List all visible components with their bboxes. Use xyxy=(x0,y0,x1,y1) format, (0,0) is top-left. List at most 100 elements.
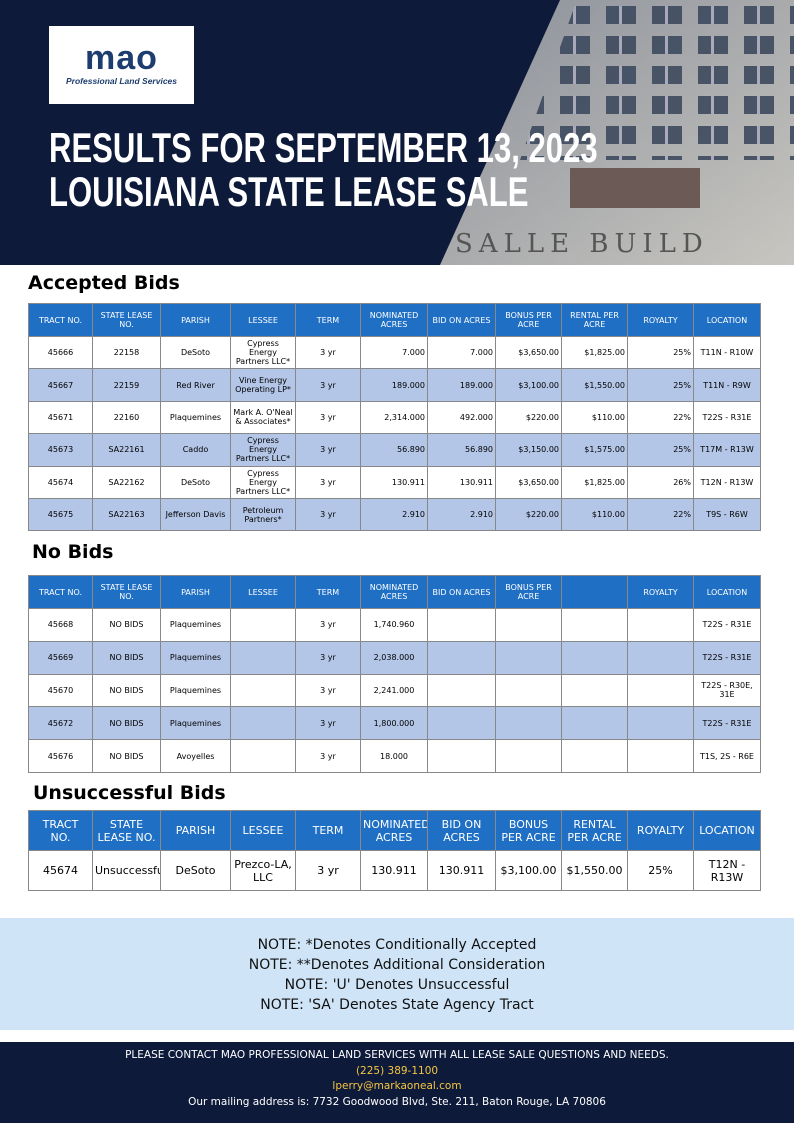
row: 45671 22160 Plaquemines Mark A. O'Neal & As… xyxy=(28,400,761,435)
column-header: TERM xyxy=(295,303,361,337)
cell: 7.000 xyxy=(427,335,496,370)
cell: Plaquemines xyxy=(160,640,231,675)
cell: 3 yr xyxy=(295,739,361,773)
title: RESULTS FOR SEPTEMBER 13, 2023 xyxy=(49,124,598,171)
section-heading: Accepted Bids xyxy=(28,272,180,294)
cell: 18.000 xyxy=(360,739,428,773)
cell: 130.911 xyxy=(427,465,496,499)
cell: 45671 xyxy=(28,400,93,435)
cell: $220.00 xyxy=(495,497,562,532)
cell: 3 yr xyxy=(295,400,361,435)
cell: Avoyelles xyxy=(160,739,231,773)
column-header: ROYALTY xyxy=(627,575,694,609)
logo-name: mao xyxy=(85,39,158,77)
unsuccessful-table: TRACT NO. STATE LEASE NO. PARISH LESSEE TERM… xyxy=(28,810,761,891)
cell: 2,241.000 xyxy=(360,673,428,708)
column-header xyxy=(561,575,628,609)
cell: DeSoto xyxy=(160,850,231,891)
cell: 22160 xyxy=(92,400,161,435)
cell: NO BIDS xyxy=(92,739,161,773)
cell: 45670 xyxy=(28,673,93,708)
cell: $1,825.00 xyxy=(561,335,628,370)
accepted-table: TRACT NO. STATE LEASE NO. PARISH LESSEE TERM… xyxy=(28,303,761,532)
cell: 189.000 xyxy=(427,368,496,402)
column-header: TRACT NO. xyxy=(28,303,93,337)
title: LOUISIANA STATE LEASE SALE xyxy=(49,168,529,215)
column-header: BONUS PER ACRE xyxy=(495,303,562,337)
cell: Cypress Energy Partners LLC* xyxy=(230,465,296,499)
row: 45668 NO BIDS Plaquemines 3 yr 1,740.960 T22S… xyxy=(28,608,761,642)
cell: 3 yr xyxy=(295,433,361,467)
cell: SA22163 xyxy=(92,497,161,532)
cell xyxy=(427,706,496,741)
cell: $220.00 xyxy=(495,400,562,435)
building-inscription: SALLE BUILD xyxy=(455,229,709,259)
address: Our mailing address is: 7732 Goodwood Bl… xyxy=(188,1095,606,1108)
logo-tagline: Professional Land Services xyxy=(65,76,178,86)
phone: (225) 389-1100 xyxy=(355,1064,439,1077)
cell: NO BIDS xyxy=(92,608,161,642)
column-header: PARISH xyxy=(160,303,231,337)
column-header: STATE LEASE NO. xyxy=(92,303,161,337)
cell: 45676 xyxy=(28,739,93,773)
row: 45669 NO BIDS Plaquemines 3 yr 2,038.000 T22S… xyxy=(28,640,761,675)
cell xyxy=(495,608,562,642)
cell xyxy=(495,739,562,773)
cell: 25% xyxy=(627,368,694,402)
notes: NOTE: *Denotes Conditionally Accepted NOT… xyxy=(0,918,794,1030)
cell: 26% xyxy=(627,465,694,499)
no-bids-table: TRACT NO. STATE LEASE NO. PARISH LESSEE TERM… xyxy=(28,575,761,773)
cell: Vine Energy Operating LP* xyxy=(230,368,296,402)
column-header: RENTAL PER ACRE xyxy=(561,810,628,851)
cell: Unsuccessful xyxy=(92,850,161,891)
cell: 130.911 xyxy=(360,465,428,499)
cell: T12N - R13W xyxy=(693,465,761,499)
cell: 7.000 xyxy=(360,335,428,370)
row: 45670 NO BIDS Plaquemines 3 yr 2,241.000 T22S… xyxy=(28,673,761,708)
column-header: LOCATION xyxy=(693,810,761,851)
column-header: NOMINATED ACRES xyxy=(360,303,428,337)
cell: 45668 xyxy=(28,608,93,642)
cell xyxy=(561,673,628,708)
cell: Plaquemines xyxy=(160,608,231,642)
cell: $3,100.00 xyxy=(495,850,562,891)
cell xyxy=(627,640,694,675)
column-header: BID ON ACRES xyxy=(427,575,496,609)
cell: 492.000 xyxy=(427,400,496,435)
note: NOTE: **Denotes Additional Consideration xyxy=(248,957,546,973)
cell: 2,038.000 xyxy=(360,640,428,675)
cell: $1,550.00 xyxy=(561,850,628,891)
cell xyxy=(627,706,694,741)
cell: T1S, 2S - R6E xyxy=(693,739,761,773)
cell: $3,100.00 xyxy=(495,368,562,402)
cell: 45672 xyxy=(28,706,93,741)
building-image: SALLE BUILD xyxy=(440,0,794,265)
cell: 25% xyxy=(627,850,694,891)
cell xyxy=(427,673,496,708)
cell: T22S - R30E, 31E xyxy=(693,673,761,708)
cell: 1,800.000 xyxy=(360,706,428,741)
cell xyxy=(627,673,694,708)
header: SALLE BUILD mao Professional Land Servic… xyxy=(0,0,794,265)
cell: Petroleum Partners* xyxy=(230,497,296,532)
cell: 3 yr xyxy=(295,706,361,741)
cell: 3 yr xyxy=(295,640,361,675)
cell: DeSoto xyxy=(160,465,231,499)
cell xyxy=(427,608,496,642)
cell: T22S - R31E xyxy=(693,608,761,642)
column-header: TRACT NO. xyxy=(28,575,93,609)
column-header: ROYALTY xyxy=(627,810,694,851)
row: 45676 NO BIDS Avoyelles 3 yr 18.000 T1S, 2S -… xyxy=(28,739,761,773)
cell: 1,740.960 xyxy=(360,608,428,642)
cell: Cypress Energy Partners LLC* xyxy=(230,433,296,467)
cell: 45667 xyxy=(28,368,93,402)
cell: $3,650.00 xyxy=(495,335,562,370)
cell: 45669 xyxy=(28,640,93,675)
cell: T9S - R6W xyxy=(693,497,761,532)
note: NOTE: 'SA' Denotes State Agency Tract xyxy=(260,997,534,1013)
cell: $1,825.00 xyxy=(561,465,628,499)
cell: 130.911 xyxy=(427,850,496,891)
cell: 189.000 xyxy=(360,368,428,402)
cell: 25% xyxy=(627,433,694,467)
cell: Plaquemines xyxy=(160,706,231,741)
